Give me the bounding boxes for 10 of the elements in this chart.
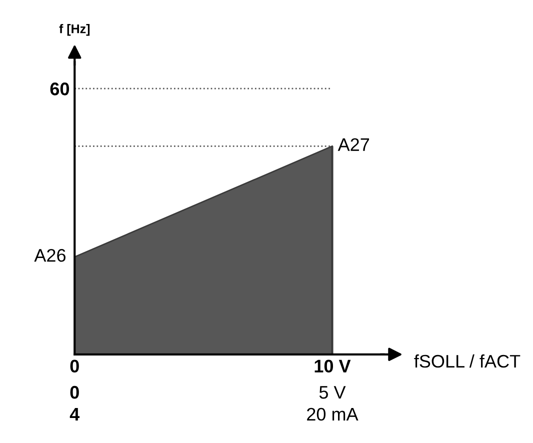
y-axis-title: f [Hz]: [59, 24, 90, 36]
text: 4: [70, 408, 80, 420]
annotation: A27: [338, 138, 370, 151]
text: 5 V: [319, 386, 346, 399]
annotation: A26: [34, 249, 66, 262]
x-tick-label: 10 V: [314, 360, 351, 373]
x-axis-title: fSOLL / fACT: [414, 354, 520, 368]
text: 20 mA: [307, 408, 358, 421]
text: 0: [70, 386, 79, 399]
y-tick-label: 60: [50, 82, 70, 96]
